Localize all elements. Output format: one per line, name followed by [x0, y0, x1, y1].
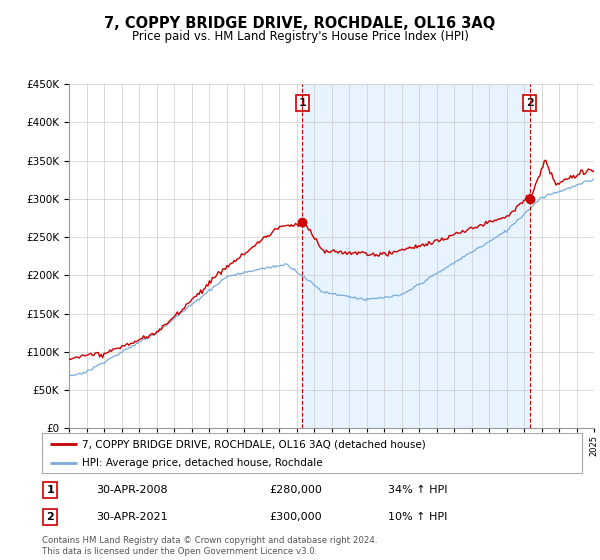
- Text: 2: 2: [526, 98, 533, 108]
- Text: 1: 1: [46, 484, 54, 494]
- Text: Contains HM Land Registry data © Crown copyright and database right 2024.
This d: Contains HM Land Registry data © Crown c…: [42, 536, 377, 556]
- Text: 30-APR-2021: 30-APR-2021: [96, 512, 167, 522]
- Text: 2: 2: [46, 512, 54, 522]
- Text: Price paid vs. HM Land Registry's House Price Index (HPI): Price paid vs. HM Land Registry's House …: [131, 30, 469, 43]
- Text: 30-APR-2008: 30-APR-2008: [96, 484, 167, 494]
- Text: £300,000: £300,000: [269, 512, 322, 522]
- Text: 34% ↑ HPI: 34% ↑ HPI: [388, 484, 447, 494]
- Text: HPI: Average price, detached house, Rochdale: HPI: Average price, detached house, Roch…: [83, 458, 323, 468]
- Text: 10% ↑ HPI: 10% ↑ HPI: [388, 512, 447, 522]
- Text: 1: 1: [298, 98, 306, 108]
- Text: 7, COPPY BRIDGE DRIVE, ROCHDALE, OL16 3AQ: 7, COPPY BRIDGE DRIVE, ROCHDALE, OL16 3A…: [104, 16, 496, 31]
- Bar: [302, 84, 530, 428]
- Text: £280,000: £280,000: [269, 484, 322, 494]
- Text: 7, COPPY BRIDGE DRIVE, ROCHDALE, OL16 3AQ (detached house): 7, COPPY BRIDGE DRIVE, ROCHDALE, OL16 3A…: [83, 439, 426, 449]
